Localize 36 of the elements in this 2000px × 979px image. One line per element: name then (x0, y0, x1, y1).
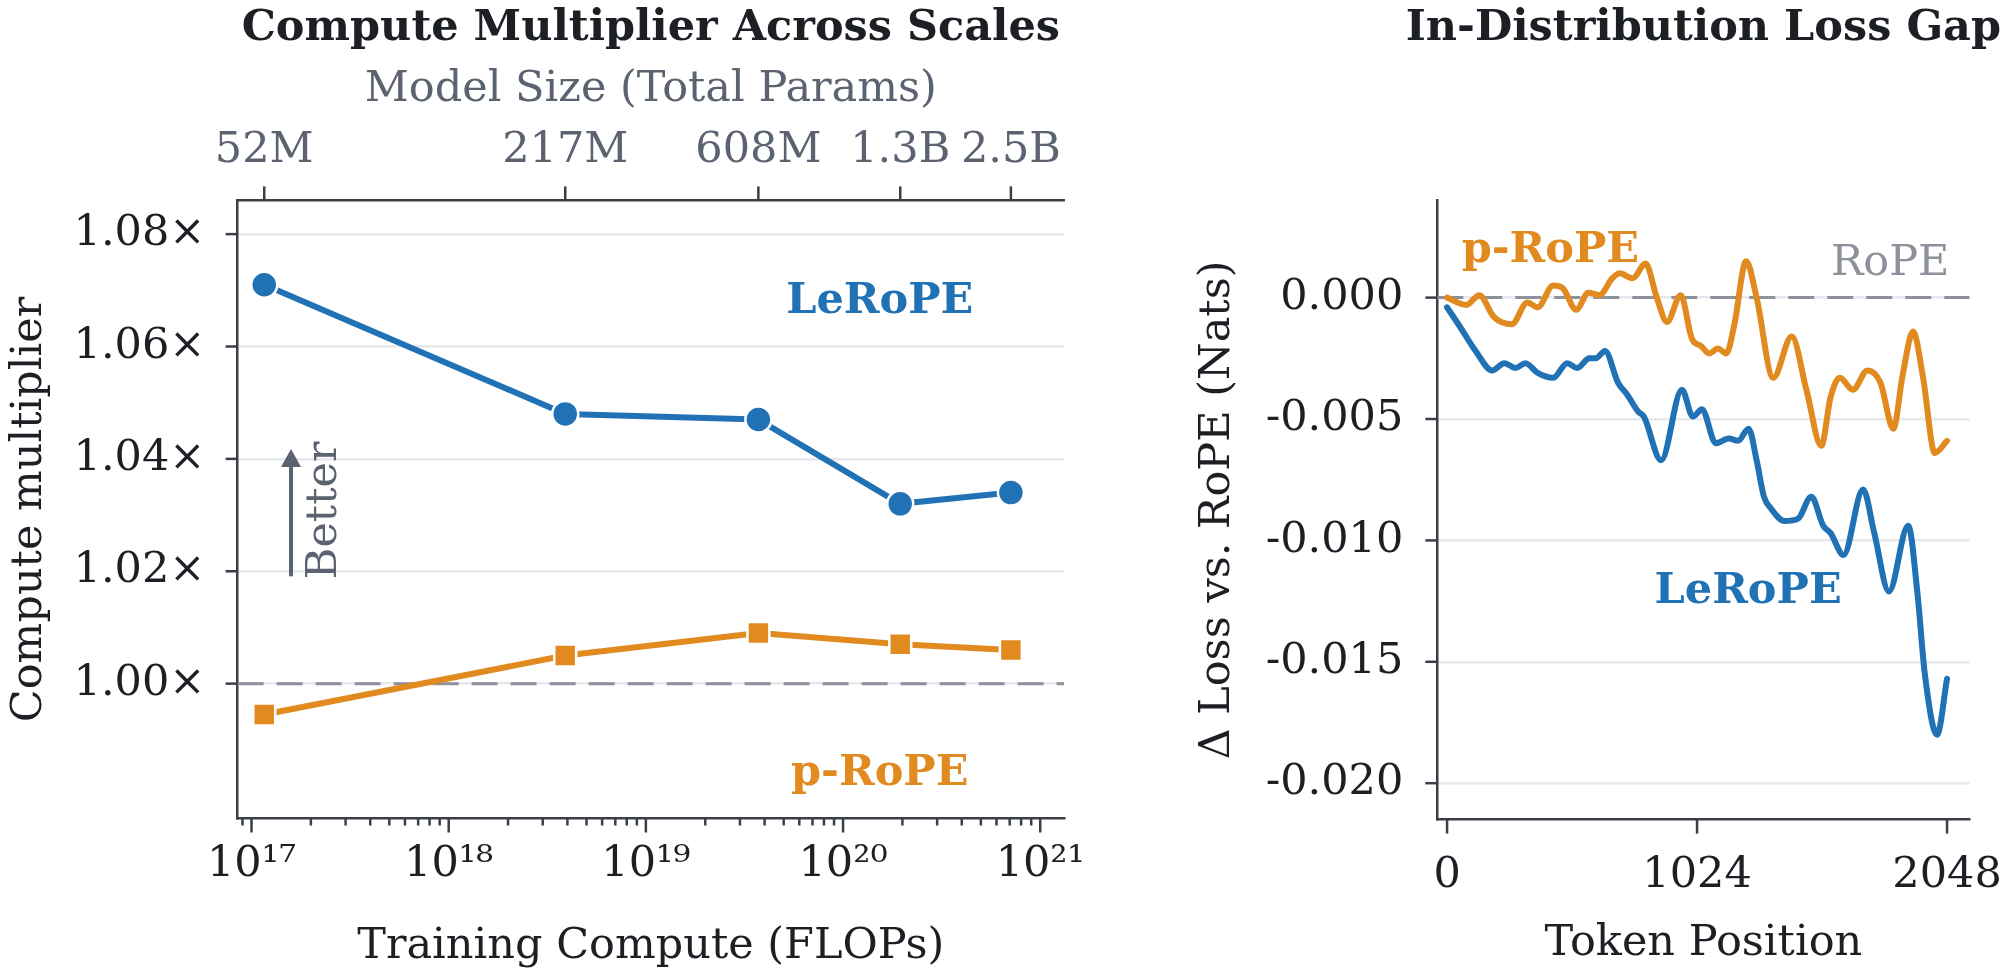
annotation: Better (295, 441, 346, 580)
annotation: 608M (695, 122, 822, 173)
series-label: p-RoPE (1461, 221, 1640, 272)
y-tick-label: 1.00× (73, 654, 206, 705)
text: p-RoPE (790, 745, 969, 796)
x-tick-label: 2048 (1892, 847, 2000, 898)
y-axis-title: Compute multiplier (1, 296, 52, 723)
x-tick-label: 10¹⁸ (404, 835, 494, 886)
chart-title: In-Distribution Loss Gap (1405, 0, 2000, 51)
x-tick-label: 10¹⁷ (206, 835, 297, 886)
x-axis-title: Token Position (1544, 914, 1863, 965)
y-tick-label: 1.06× (73, 317, 206, 368)
x2-axis-title: Model Size (Total Params) (364, 61, 937, 112)
x-tick-label: 10²¹ (995, 835, 1085, 886)
x-tick-label: 10¹⁹ (601, 835, 691, 886)
series-label: LeRoPE (1654, 563, 1842, 614)
y-tick-label: -0.015 (1265, 632, 1404, 683)
x-tick-label: 0 (1433, 847, 1461, 898)
annotation: 1.3B (850, 122, 951, 173)
y-tick-label: -0.020 (1265, 754, 1404, 805)
annotation: 2.5B (960, 122, 1061, 173)
annotation: 52M (214, 122, 314, 173)
y-tick-label: 1.04× (73, 430, 206, 481)
y-tick-label: 0.000 (1280, 268, 1404, 319)
text: LeRoPE (786, 272, 974, 323)
y-tick-label: 1.08× (73, 205, 206, 256)
x-axis-title: Training Compute (FLOPs) (357, 917, 945, 968)
chart-title: Compute Multiplier Across Scales (241, 0, 1060, 51)
ref-line-label: RoPE (1830, 234, 1950, 285)
x-tick-label: 10²⁰ (798, 835, 888, 886)
y-tick-label: 1.02× (73, 542, 206, 593)
annotation: 217M (502, 122, 629, 173)
y-axis-title: Δ Loss vs. RoPE (Nats) (1188, 260, 1239, 760)
x-tick-label: 1024 (1642, 847, 1752, 898)
y-tick-label: -0.010 (1265, 511, 1404, 562)
y-tick-label: -0.005 (1265, 390, 1404, 441)
